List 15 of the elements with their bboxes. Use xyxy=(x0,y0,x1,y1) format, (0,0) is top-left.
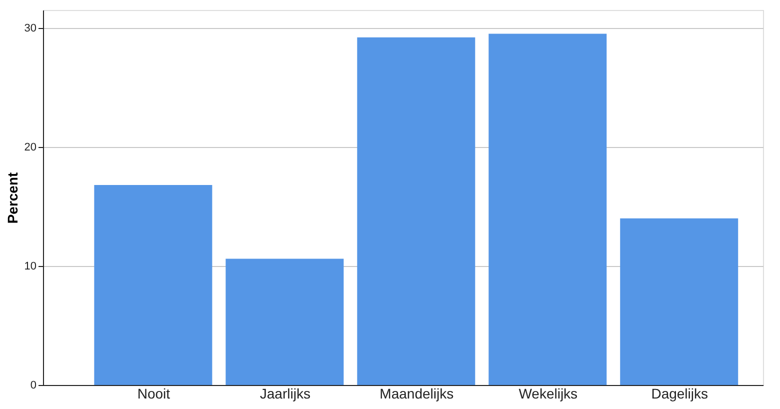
y-axis-title: Percent xyxy=(4,172,20,224)
x-tick-label: Jaarlijks xyxy=(260,386,310,402)
bar xyxy=(620,218,738,385)
y-tick-label: 10 xyxy=(24,260,36,272)
bar xyxy=(488,34,607,385)
y-tick-label: 30 xyxy=(24,22,36,34)
x-tick-label: Maandelijks xyxy=(380,386,454,402)
bar xyxy=(94,185,212,385)
bar xyxy=(226,258,344,385)
y-tick-label: 0 xyxy=(30,380,36,392)
x-tick-label: Wekelijks xyxy=(518,386,578,402)
bar xyxy=(357,37,476,385)
x-tick-label: Nooit xyxy=(137,386,170,402)
x-tick-label: Dagelijks xyxy=(651,386,708,402)
y-tick-label: 20 xyxy=(24,141,36,154)
